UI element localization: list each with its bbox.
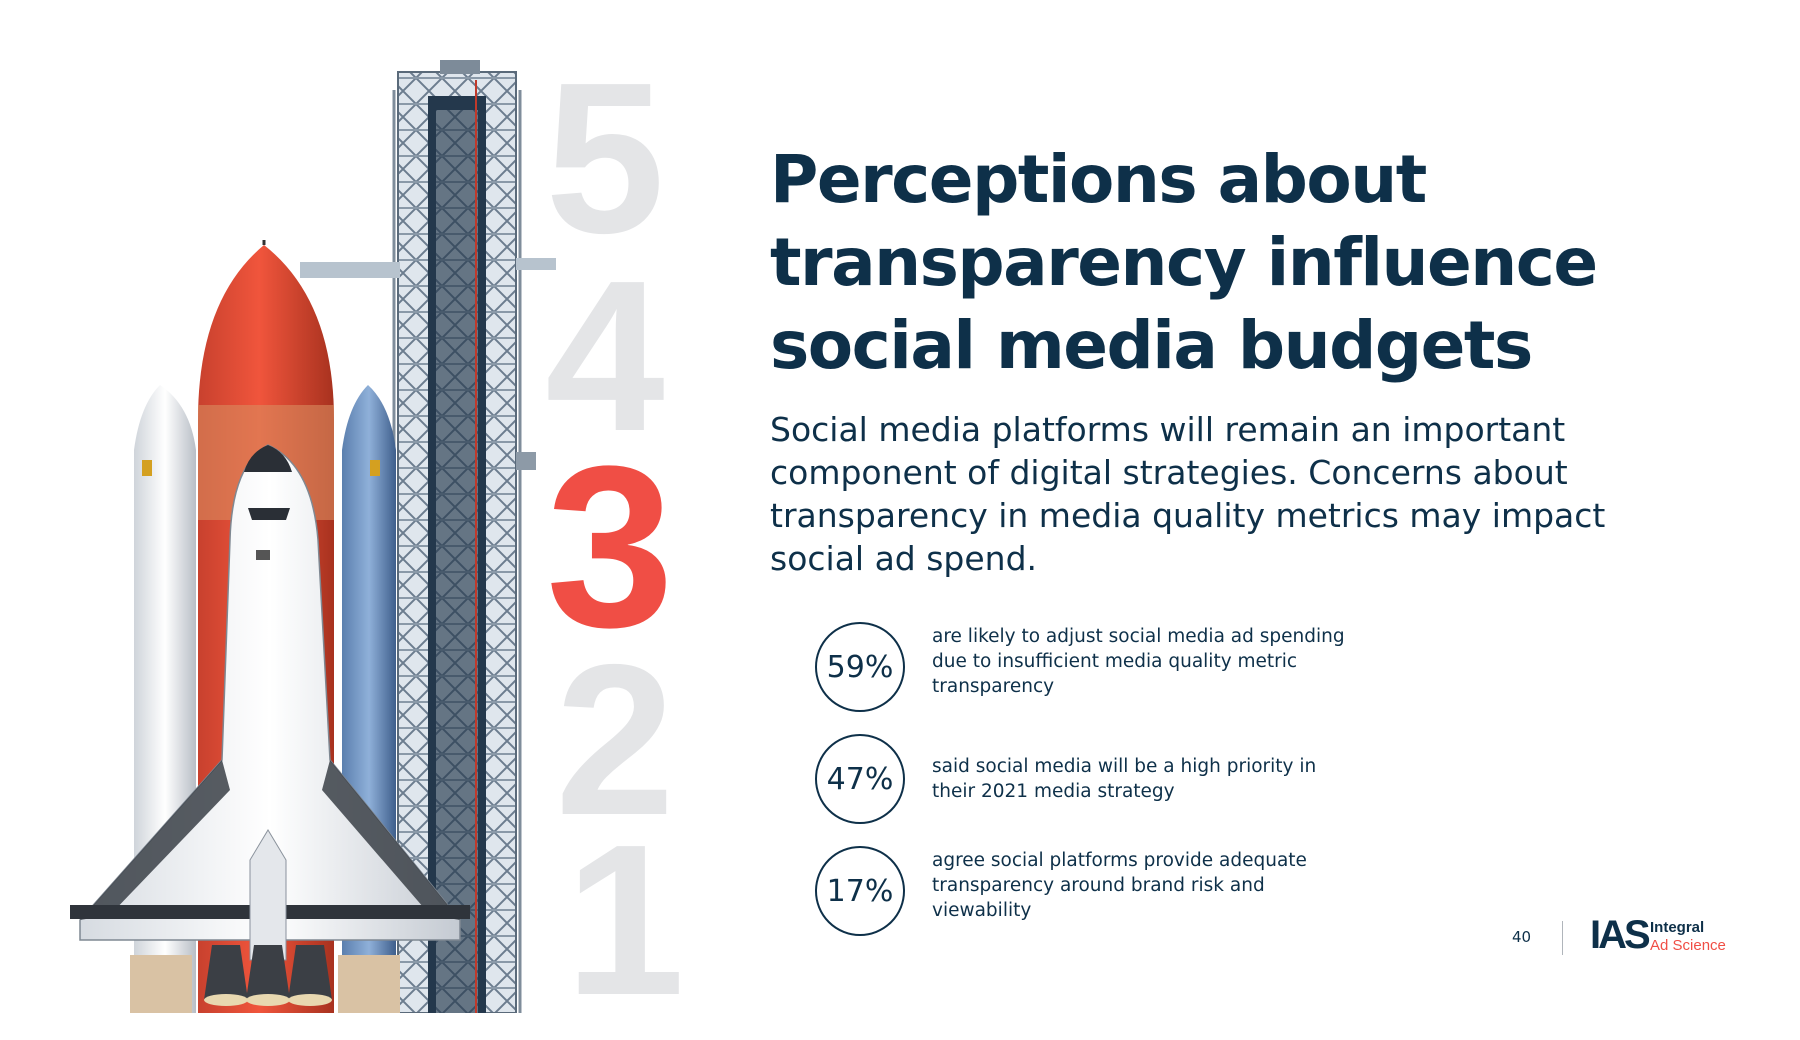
page-title: Perceptions about transparency influence…: [770, 141, 1598, 384]
stat-value-circle: 59%: [815, 622, 905, 712]
stat-value-circle: 17%: [815, 846, 905, 936]
countdown-digit-3-highlighted: 3: [546, 418, 674, 675]
stat-value-circle: 47%: [815, 734, 905, 824]
countdown-digit-5: 5: [545, 37, 665, 278]
launch-tower: [300, 60, 556, 1013]
engine-nozzles: [130, 945, 400, 1013]
stat-item: 47% said social media will be a high pri…: [815, 734, 1375, 826]
intro-paragraph: Social media platforms will remain an im…: [770, 410, 1606, 578]
countdown-digit-2: 2: [555, 619, 675, 860]
stat-item: 17% agree social platforms provide adequ…: [815, 846, 1375, 938]
countdown-digit-4: 4: [545, 235, 665, 476]
stat-description: said social media will be a high priorit…: [932, 756, 1317, 802]
space-shuttle-illustration: [70, 60, 556, 1013]
countdown-digit-1: 1: [565, 799, 685, 1040]
page-number: 40: [1512, 928, 1532, 946]
stat-item: 59% are likely to adjust social media ad…: [815, 622, 1375, 714]
stat-description: agree social platforms provide adequate …: [932, 850, 1307, 921]
ias-logo: IAS Integral Ad Science: [1590, 913, 1740, 957]
stat-description: are likely to adjust social media ad spe…: [932, 626, 1345, 697]
logo-mark: IAS: [1590, 913, 1651, 957]
logo-wordmark-line2: Ad Science: [1650, 937, 1726, 954]
orbiter: [70, 444, 470, 961]
logo-wordmark-line1: Integral: [1650, 919, 1705, 936]
footer-divider: [1562, 921, 1563, 955]
